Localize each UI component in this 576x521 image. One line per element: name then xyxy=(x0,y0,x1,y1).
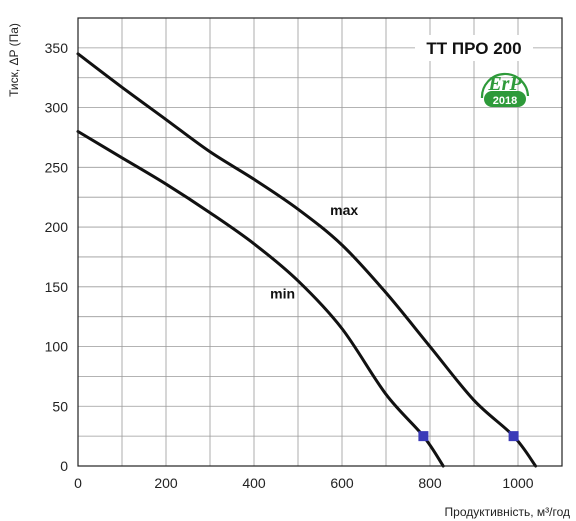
operating-point-max xyxy=(508,431,519,442)
erp-badge: ErP 2018 xyxy=(480,72,530,107)
x-tick-label: 800 xyxy=(418,475,442,491)
plot-frame xyxy=(77,17,563,467)
operating-points xyxy=(418,431,519,442)
curves xyxy=(76,52,538,468)
x-tick-label: 0 xyxy=(74,475,82,491)
y-tick-label: 100 xyxy=(45,339,69,355)
y-tick-label: 200 xyxy=(45,219,69,235)
y-tick-label: 300 xyxy=(45,100,69,116)
y-tick-label: 150 xyxy=(45,279,69,295)
y-axis-label: Тиск, ΔP (Па) xyxy=(7,23,21,97)
operating-point-min xyxy=(418,431,429,442)
title-box xyxy=(415,35,533,61)
x-tick-label: 200 xyxy=(154,475,178,491)
curve-labels: max min xyxy=(270,202,358,302)
curve-label-max: max xyxy=(330,202,358,218)
curve-max xyxy=(76,52,538,468)
y-tick-label: 250 xyxy=(45,159,69,175)
x-axis-label: Продуктивність, м³/год xyxy=(445,505,570,519)
y-tick-label: 50 xyxy=(52,398,68,414)
erp-badge-year: 2018 xyxy=(493,95,517,107)
erp-badge-text: ErP xyxy=(487,73,522,95)
curve-label-min: min xyxy=(270,286,295,302)
x-tick-label: 400 xyxy=(242,475,266,491)
x-tick-labels: 0 200 400 600 800 1000 xyxy=(74,475,534,491)
erp-badge-year-band xyxy=(484,91,526,107)
y-tick-label: 350 xyxy=(45,40,69,56)
erp-badge-ring-icon xyxy=(480,72,530,99)
curve-min xyxy=(76,129,445,468)
y-tick-labels: 0 50 100 150 200 250 300 350 xyxy=(45,40,69,474)
x-tick-label: 1000 xyxy=(502,475,533,491)
chart-title: TT ПРО 200 xyxy=(426,39,521,58)
x-tick-label: 600 xyxy=(330,475,354,491)
y-tick-label: 0 xyxy=(60,458,68,474)
